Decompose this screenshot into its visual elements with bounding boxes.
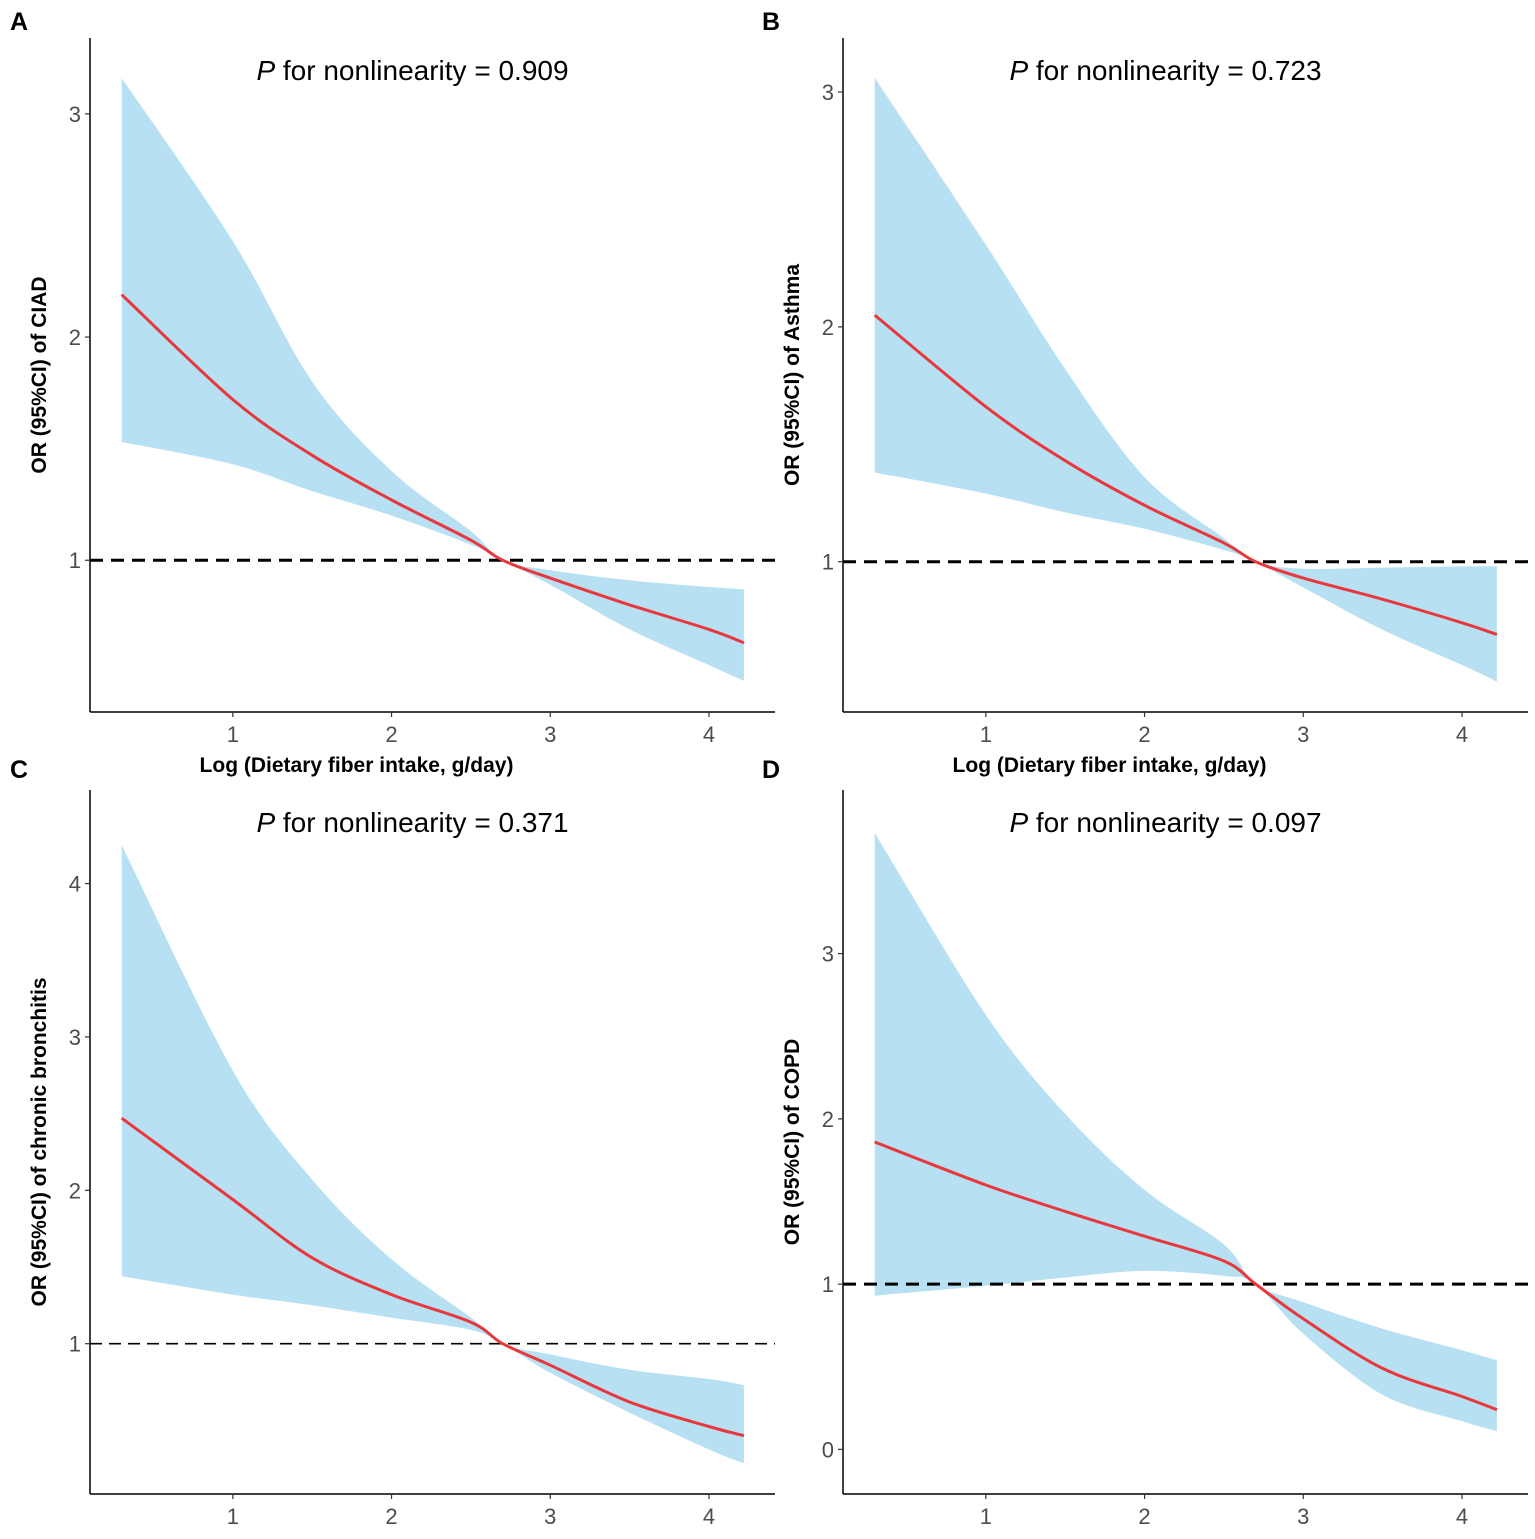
y-axis-title: OR (95%CI) of chronic bronchitis	[28, 977, 51, 1306]
ci-ribbon	[121, 845, 744, 1464]
x-tick-label: 4	[1456, 722, 1468, 747]
x-tick-label: 1	[980, 1504, 992, 1529]
y-tick-label: 3	[822, 942, 834, 967]
title-text: for nonlinearity = 0.723	[1028, 55, 1321, 86]
title-p: P	[1009, 807, 1028, 838]
panel-label: C	[10, 756, 28, 784]
panel-a: 1 2 3 4 1 2 3 P for nonlinearity = 0.909 Log (Di…	[10, 8, 775, 777]
y-axis-title: OR (95%CI) of COPD	[781, 1039, 804, 1246]
x-tick-label: 3	[544, 1504, 556, 1529]
y-tick-label: 2	[69, 1178, 81, 1203]
y-tick-label: 3	[69, 1025, 81, 1050]
or-line	[120, 293, 745, 645]
y-tick-label: 3	[822, 80, 834, 105]
title-text: for nonlinearity = 0.097	[1028, 807, 1321, 838]
or-line	[874, 1140, 1498, 1412]
x-axis-title: Log (Dietary fiber intake, g/day)	[953, 754, 1267, 777]
y-tick-label: 1	[69, 1332, 81, 1357]
y-tick-label: 2	[822, 1107, 834, 1132]
ci-ribbon	[121, 78, 744, 681]
x-tick-label: 2	[385, 1504, 397, 1529]
x-tick-label: 2	[385, 722, 397, 747]
title-text: for nonlinearity = 0.371	[275, 807, 568, 838]
x-tick-label: 1	[227, 1504, 239, 1529]
title-p: P	[256, 55, 275, 86]
y-tick-label: 1	[822, 1272, 834, 1297]
x-axis-title: Log (Dietary fiber intake, g/day)	[200, 754, 514, 777]
panel-c: 1 2 3 4 1 2 3 4 P for nonlinearity = 0.371 Log (D…	[10, 756, 775, 1539]
x-tick-label: 3	[1297, 722, 1309, 747]
x-tick-label: 4	[703, 1504, 715, 1529]
title-p: P	[256, 807, 275, 838]
or-line	[873, 313, 1498, 636]
y-axis-title: OR (95%CI) of Asthma	[781, 264, 804, 486]
chart-title: P for nonlinearity = 0.909	[256, 55, 568, 86]
y-tick-label: 0	[822, 1437, 834, 1462]
title-p: P	[1009, 55, 1028, 86]
chart-title: P for nonlinearity = 0.723	[1009, 55, 1321, 86]
title-text: for nonlinearity = 0.909	[275, 55, 568, 86]
x-tick-label: 1	[227, 722, 239, 747]
x-tick-label: 4	[703, 722, 715, 747]
y-tick-label: 4	[69, 872, 81, 897]
or-line	[120, 1116, 745, 1438]
panel-label: A	[10, 8, 28, 36]
ci-ribbon	[874, 833, 1497, 1432]
y-tick-label: 2	[822, 315, 834, 340]
chart-title: P for nonlinearity = 0.371	[256, 807, 568, 838]
x-tick-label: 2	[1138, 1504, 1150, 1529]
ci-ribbon	[874, 77, 1497, 682]
y-tick-label: 2	[69, 325, 81, 350]
y-tick-label: 1	[822, 550, 834, 575]
x-tick-label: 4	[1456, 1504, 1468, 1529]
panel-label: D	[762, 756, 780, 784]
x-tick-label: 3	[1297, 1504, 1309, 1529]
y-tick-label: 3	[69, 102, 81, 127]
x-tick-label: 2	[1138, 722, 1150, 747]
y-axis-title: OR (95%CI) of CIAD	[28, 276, 51, 473]
x-tick-label: 3	[544, 722, 556, 747]
panel-b: 1 2 3 4 1 2 3 P for nonlinearity = 0.723 Log (Di…	[762, 8, 1528, 777]
y-tick-label: 1	[69, 548, 81, 573]
x-tick-label: 1	[980, 722, 992, 747]
panel-label: B	[762, 8, 780, 36]
chart-title: P for nonlinearity = 0.097	[1009, 807, 1321, 838]
panel-d: 1 2 3 4 0 1 2 3 P for nonlinearity = 0.097 Log (D…	[762, 756, 1528, 1539]
